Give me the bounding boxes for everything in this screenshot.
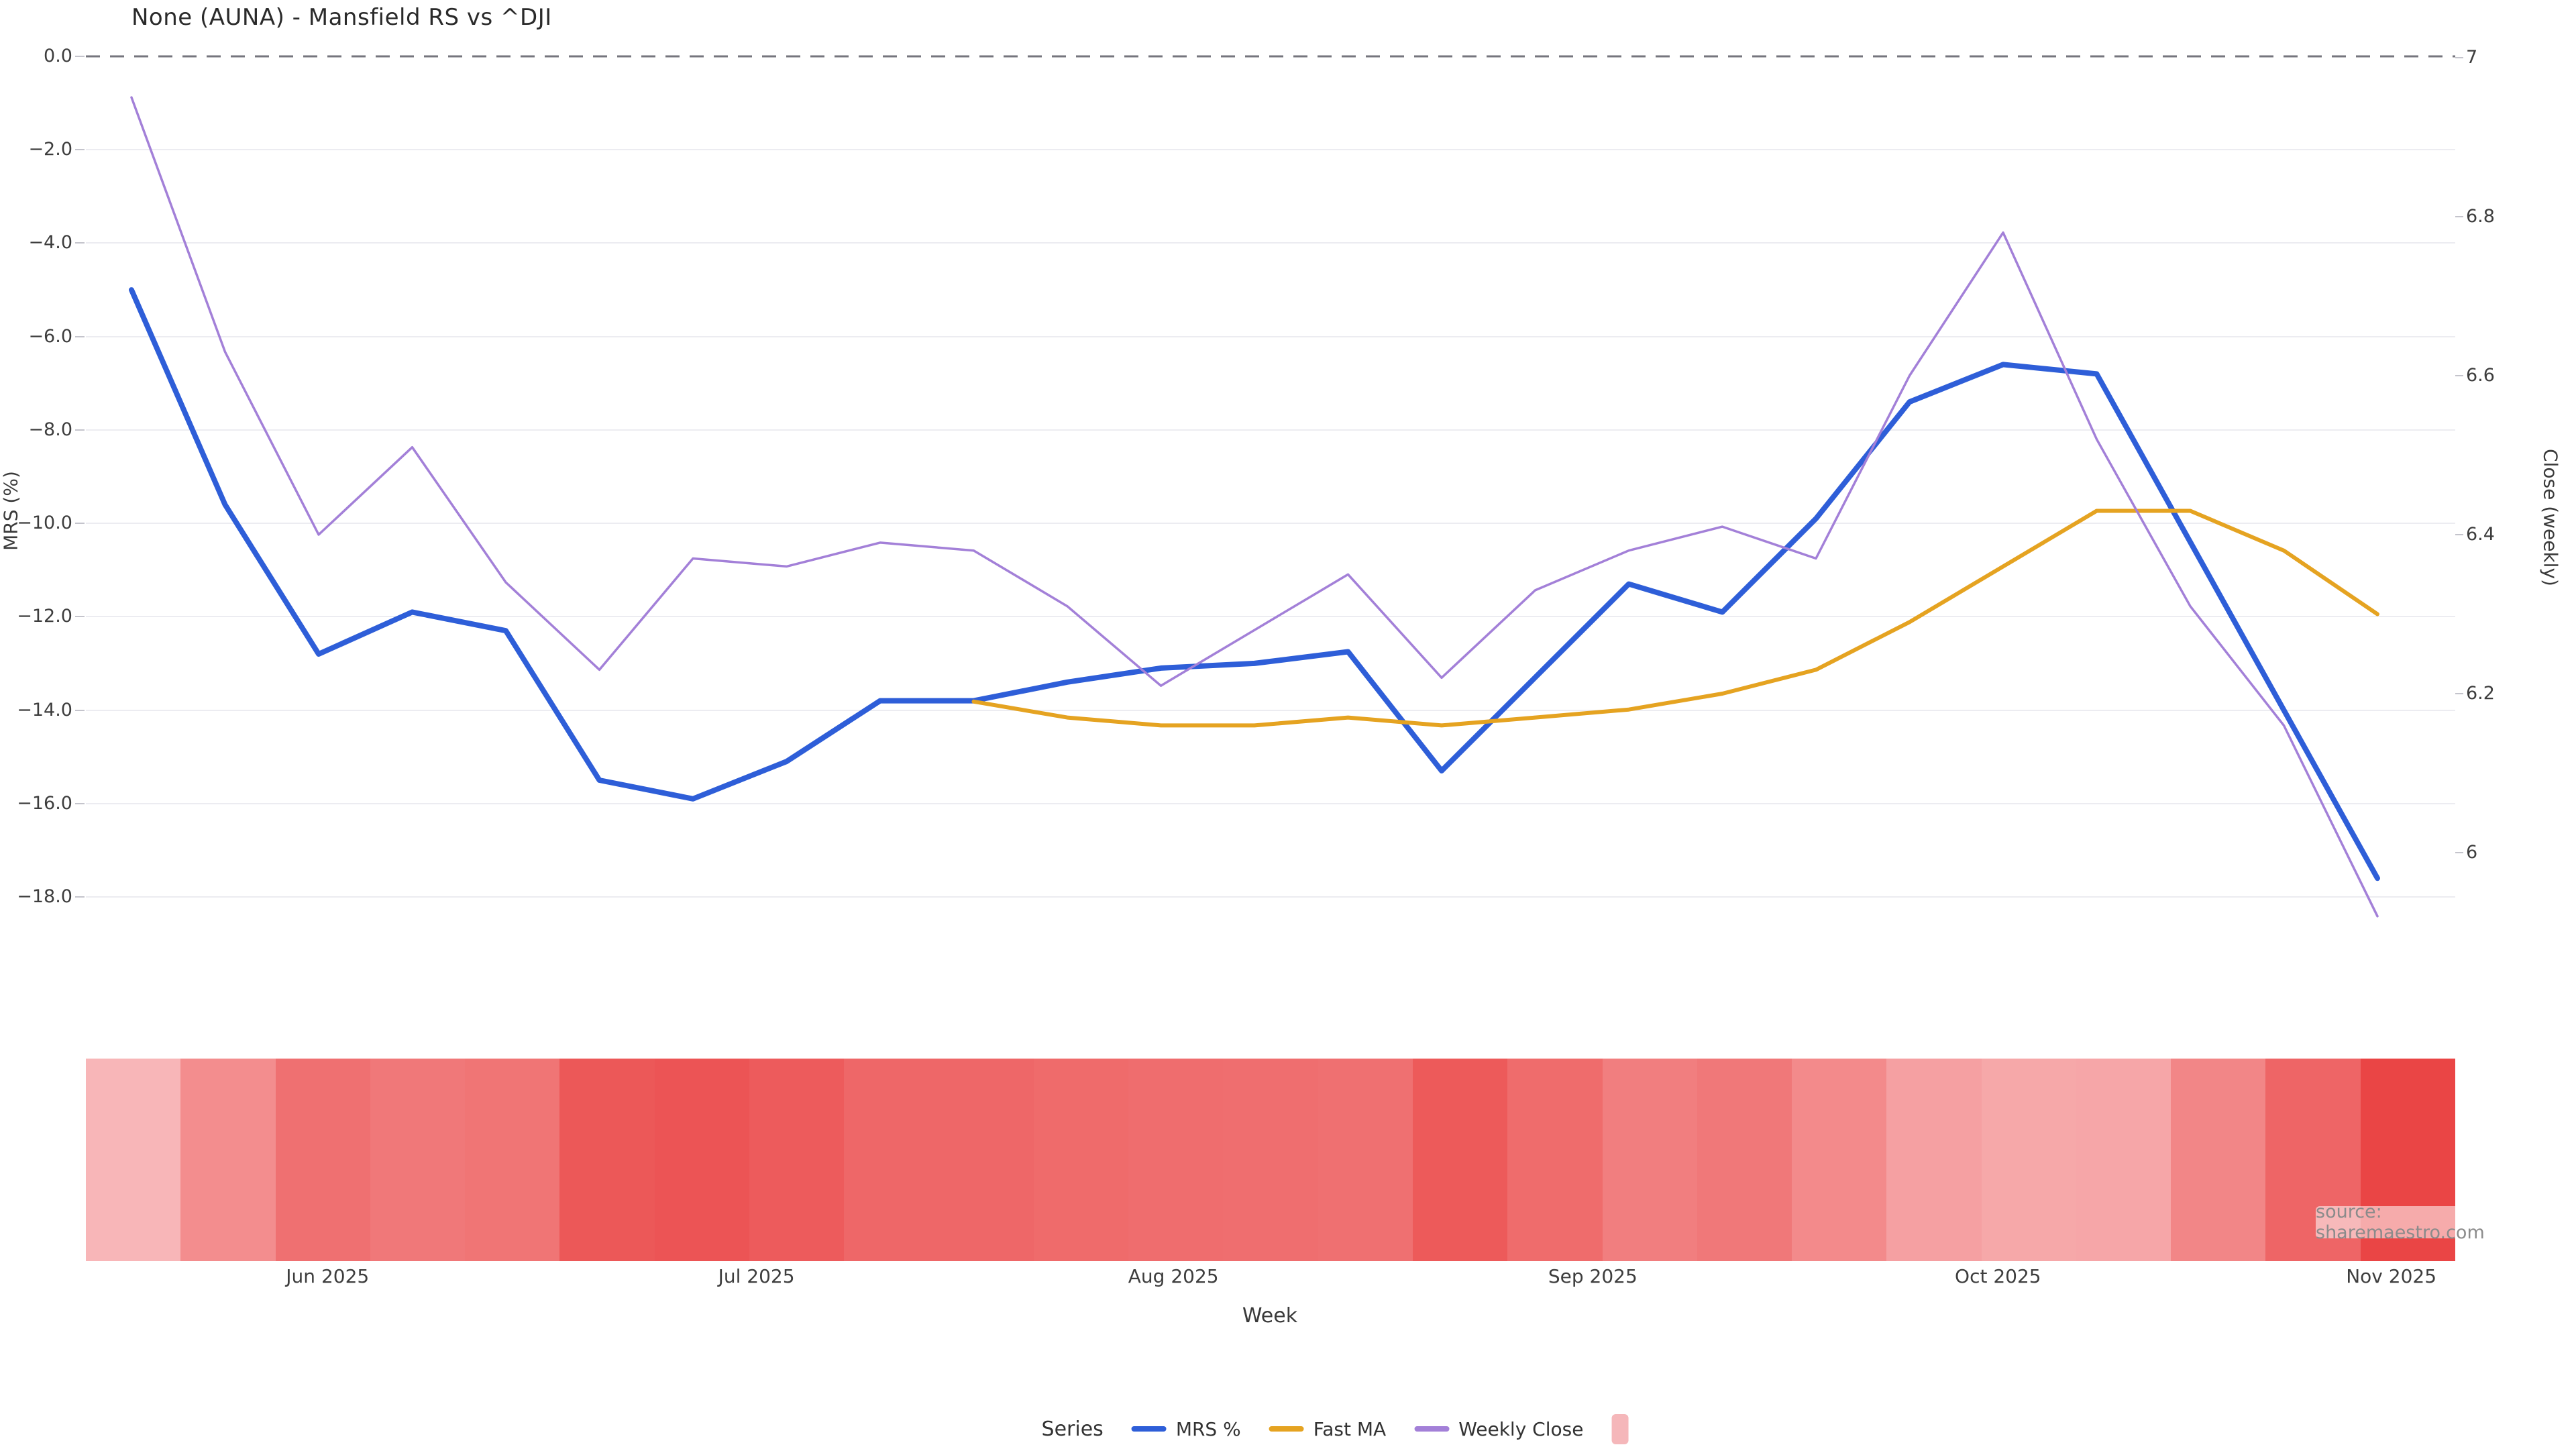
heatmap-week-band [1886, 1059, 1982, 1261]
legend: Series MRS % Fast MA Weekly Close [1042, 1409, 1629, 1449]
right-tick-mark [2455, 852, 2463, 853]
right-tick-label: 6 [2466, 842, 2478, 863]
left-tick-label: −12.0 [17, 606, 72, 627]
heatmap-week-band [1981, 1059, 2076, 1261]
heatmap-week-band [938, 1059, 1034, 1261]
gridline [86, 616, 2455, 618]
gridline [86, 896, 2455, 898]
gridline [86, 523, 2455, 525]
left-tick-mark [75, 429, 85, 431]
x-tick-month-label: Sep 2025 [1548, 1265, 1638, 1287]
line-chart-canvas [86, 55, 2455, 918]
source-badge: source: sharemaestro.com [2316, 1201, 2544, 1243]
left-tick-label: −14.0 [17, 699, 72, 720]
right-tick-mark [2455, 375, 2463, 376]
right-tick-label: 6.6 [2466, 365, 2495, 386]
legend-item-label: Fast MA [1313, 1417, 1387, 1440]
heatmap-week-band [1033, 1059, 1129, 1261]
left-tick-mark [75, 523, 85, 525]
series-line-mrs- [129, 287, 2380, 881]
left-tick-mark [75, 896, 85, 898]
heatmap-week-band [1318, 1059, 1413, 1261]
heatmap-week-band [275, 1059, 370, 1261]
heatmap-week-band [844, 1059, 939, 1261]
legend-item [1611, 1413, 1629, 1444]
legend-item: Weekly Close [1414, 1418, 1583, 1440]
heatmap-week-band [370, 1059, 466, 1261]
right-tick-mark [2455, 693, 2463, 694]
weekly-heatmap-strip [86, 1059, 2456, 1261]
heatmap-week-band [1507, 1059, 1603, 1261]
left-tick-label: 0.0 [44, 46, 72, 66]
heatmap-week-band [465, 1059, 560, 1261]
heatmap-week-band [2076, 1059, 2171, 1261]
left-tick-mark [75, 149, 85, 151]
x-tick-month-label: Oct 2025 [1955, 1265, 2041, 1287]
left-tick-mark [75, 802, 85, 804]
heatmap-week-band [749, 1059, 845, 1261]
left-tick-label: −6.0 [28, 325, 72, 347]
right-tick-mark [2455, 216, 2463, 217]
left-tick-mark [75, 709, 85, 711]
legend-heatmap-swatch [1611, 1413, 1629, 1444]
left-tick-mark [75, 242, 85, 244]
chart-title: None (AUNA) - Mansfield RS vs ^DJI [131, 4, 552, 31]
gridline [86, 429, 2455, 431]
plot-area [86, 0, 2455, 979]
left-tick-label: −2.0 [28, 139, 72, 160]
gridline [86, 149, 2455, 151]
left-tick-label: −8.0 [28, 419, 72, 440]
x-tick-month-label: Nov 2025 [2346, 1265, 2437, 1287]
right-axis-title: Close (weekly) [2539, 449, 2562, 586]
legend-items: MRS % Fast MA Weekly Close [1131, 1413, 1629, 1444]
heatmap-week-band [1128, 1059, 1224, 1261]
right-tick-label: 6.8 [2466, 206, 2495, 227]
series-line-weekly-close [130, 96, 2379, 918]
right-tick-mark [2455, 57, 2463, 58]
gridline [86, 335, 2455, 337]
x-tick-month-label: Jun 2025 [286, 1265, 370, 1287]
legend-item-label: MRS % [1175, 1417, 1241, 1440]
left-tick-mark [75, 56, 85, 57]
left-axis-title: MRS (%) [0, 471, 22, 551]
series-line-fast-ma [971, 508, 2379, 728]
x-tick-month-label: Jul 2025 [718, 1265, 795, 1287]
right-tick-label: 6.2 [2466, 683, 2495, 704]
right-tick-mark [2455, 534, 2463, 535]
left-tick-mark [75, 335, 85, 337]
x-tick-month-label: Aug 2025 [1128, 1265, 1219, 1287]
heatmap-week-band [1697, 1059, 1792, 1261]
heatmap-week-band [559, 1059, 655, 1261]
legend-item-label: Weekly Close [1458, 1417, 1584, 1440]
gridline [86, 802, 2455, 804]
legend-line-swatch [1414, 1426, 1450, 1432]
gridline [86, 242, 2455, 244]
x-axis-title: Week [1242, 1304, 1298, 1328]
heatmap-week-band [1412, 1059, 1508, 1261]
left-tick-label: −10.0 [17, 513, 72, 534]
heatmap-week-band [180, 1059, 276, 1261]
left-tick-label: −18.0 [17, 885, 72, 907]
left-tick-mark [75, 616, 85, 618]
heatmap-week-band [86, 1059, 181, 1261]
legend-item: MRS % [1131, 1417, 1241, 1440]
left-tick-label: −4.0 [28, 232, 72, 254]
left-tick-label: −16.0 [17, 792, 72, 814]
legend-item: Fast MA [1269, 1418, 1386, 1440]
legend-title: Series [1041, 1417, 1104, 1441]
legend-line-swatch [1269, 1426, 1304, 1432]
heatmap-week-band [1792, 1059, 1887, 1261]
right-tick-label: 7 [2466, 47, 2478, 68]
heatmap-week-band [1602, 1059, 1697, 1261]
right-tick-label: 6.4 [2466, 524, 2495, 545]
heatmap-week-band [2171, 1059, 2266, 1261]
heatmap-week-band [1223, 1059, 1318, 1261]
gridline [86, 709, 2455, 711]
legend-line-swatch [1131, 1426, 1167, 1432]
heatmap-week-band [654, 1059, 749, 1261]
